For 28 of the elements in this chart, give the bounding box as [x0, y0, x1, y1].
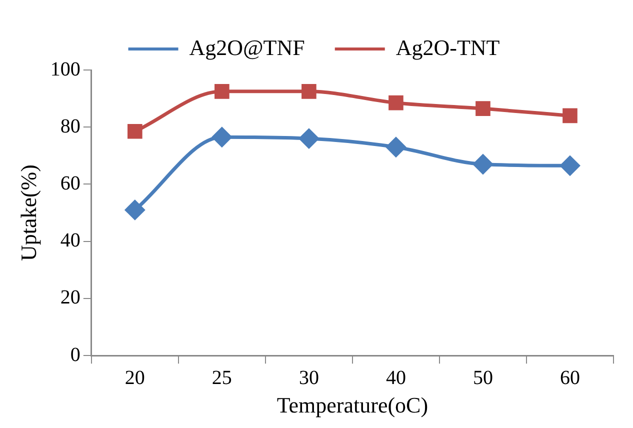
legend-label: Ag2O-TNT — [396, 34, 500, 60]
x-tick-label: 50 — [472, 366, 493, 389]
point — [214, 84, 230, 99]
y-axis-title: Uptake(%) — [16, 164, 41, 262]
point — [473, 154, 493, 174]
legend-label: Ag2O@TNF — [189, 34, 305, 60]
x-tick-label: 30 — [298, 366, 319, 389]
x-axis-title: Temperature(oC) — [276, 392, 428, 418]
point — [560, 156, 580, 176]
x-tick-label: 60 — [560, 366, 580, 389]
point — [302, 84, 316, 99]
x-tick-label: 25 — [212, 366, 232, 389]
x-tick-label: 40 — [386, 366, 406, 389]
y-tick-label: 100 — [50, 58, 80, 80]
y-tick-label: 0 — [70, 344, 80, 366]
point — [386, 137, 406, 157]
point — [212, 127, 232, 147]
y-tick-label: 20 — [60, 286, 80, 309]
point — [476, 101, 490, 116]
point — [125, 200, 145, 220]
y-tick-label: 80 — [60, 115, 80, 138]
point — [128, 124, 142, 139]
point — [562, 108, 578, 124]
y-tick-label: 40 — [60, 230, 80, 252]
x-tick-label: 20 — [124, 366, 145, 389]
y-tick-label: 60 — [60, 172, 80, 194]
point — [388, 95, 404, 110]
point — [299, 128, 319, 148]
